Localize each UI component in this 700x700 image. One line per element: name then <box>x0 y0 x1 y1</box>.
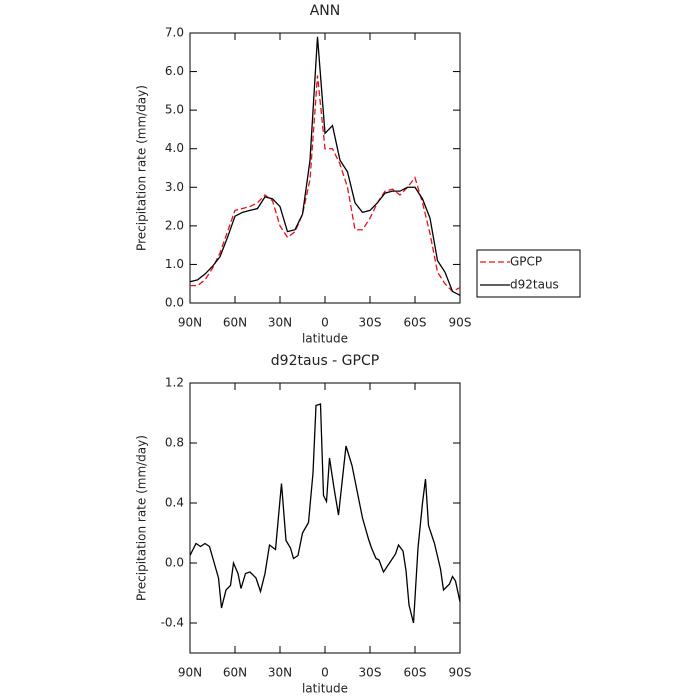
y-axis-label: Precipitation rate (mm/day) <box>135 85 149 251</box>
y-tick-label: 3.0 <box>165 180 184 194</box>
plot-frame <box>189 382 461 654</box>
y-tick-label: 0.0 <box>165 556 184 570</box>
y-tick-label: 2.0 <box>165 218 184 232</box>
y-tick-label: 0.8 <box>165 436 184 450</box>
x-axis-label: latitude <box>302 332 348 346</box>
y-tick-label: 1.2 <box>165 376 184 390</box>
chart-title: ANN <box>310 3 341 19</box>
x-tick-label: 60N <box>223 316 247 330</box>
x-tick-label: 90N <box>178 316 202 330</box>
y-tick-label: 7.0 <box>165 26 184 40</box>
series-line <box>189 36 461 296</box>
y-tick-label: 4.0 <box>165 141 184 155</box>
x-tick-label: 30N <box>268 666 292 680</box>
y-tick-label: -0.4 <box>161 616 184 630</box>
x-tick-label: 90S <box>449 666 472 680</box>
series-line <box>190 75 461 293</box>
y-tick-label: 0.0 <box>165 296 184 310</box>
x-tick-label: 30S <box>359 666 382 680</box>
plot-frame <box>189 32 461 304</box>
x-tick-label: 60S <box>404 316 427 330</box>
y-axis-label: Precipitation rate (mm/day) <box>135 435 149 601</box>
y-tick-label: 1.0 <box>165 257 184 271</box>
chart-title: d92taus - GPCP <box>271 353 379 369</box>
x-tick-label: 30S <box>359 316 382 330</box>
legend-label: GPCP <box>510 255 542 269</box>
x-tick-label: 90N <box>178 666 202 680</box>
x-tick-label: 0 <box>321 316 329 330</box>
y-tick-label: 0.4 <box>165 496 184 510</box>
x-tick-label: 90S <box>449 316 472 330</box>
x-tick-label: 30N <box>268 316 292 330</box>
x-axis-label: latitude <box>302 682 348 696</box>
series-line <box>189 403 461 624</box>
legend-label: d92taus <box>510 278 559 292</box>
legend-box <box>476 249 581 298</box>
x-tick-label: 60S <box>404 666 427 680</box>
x-tick-label: 60N <box>223 666 247 680</box>
x-tick-label: 0 <box>321 666 329 680</box>
y-tick-label: 6.0 <box>165 64 184 78</box>
y-tick-label: 5.0 <box>165 103 184 117</box>
